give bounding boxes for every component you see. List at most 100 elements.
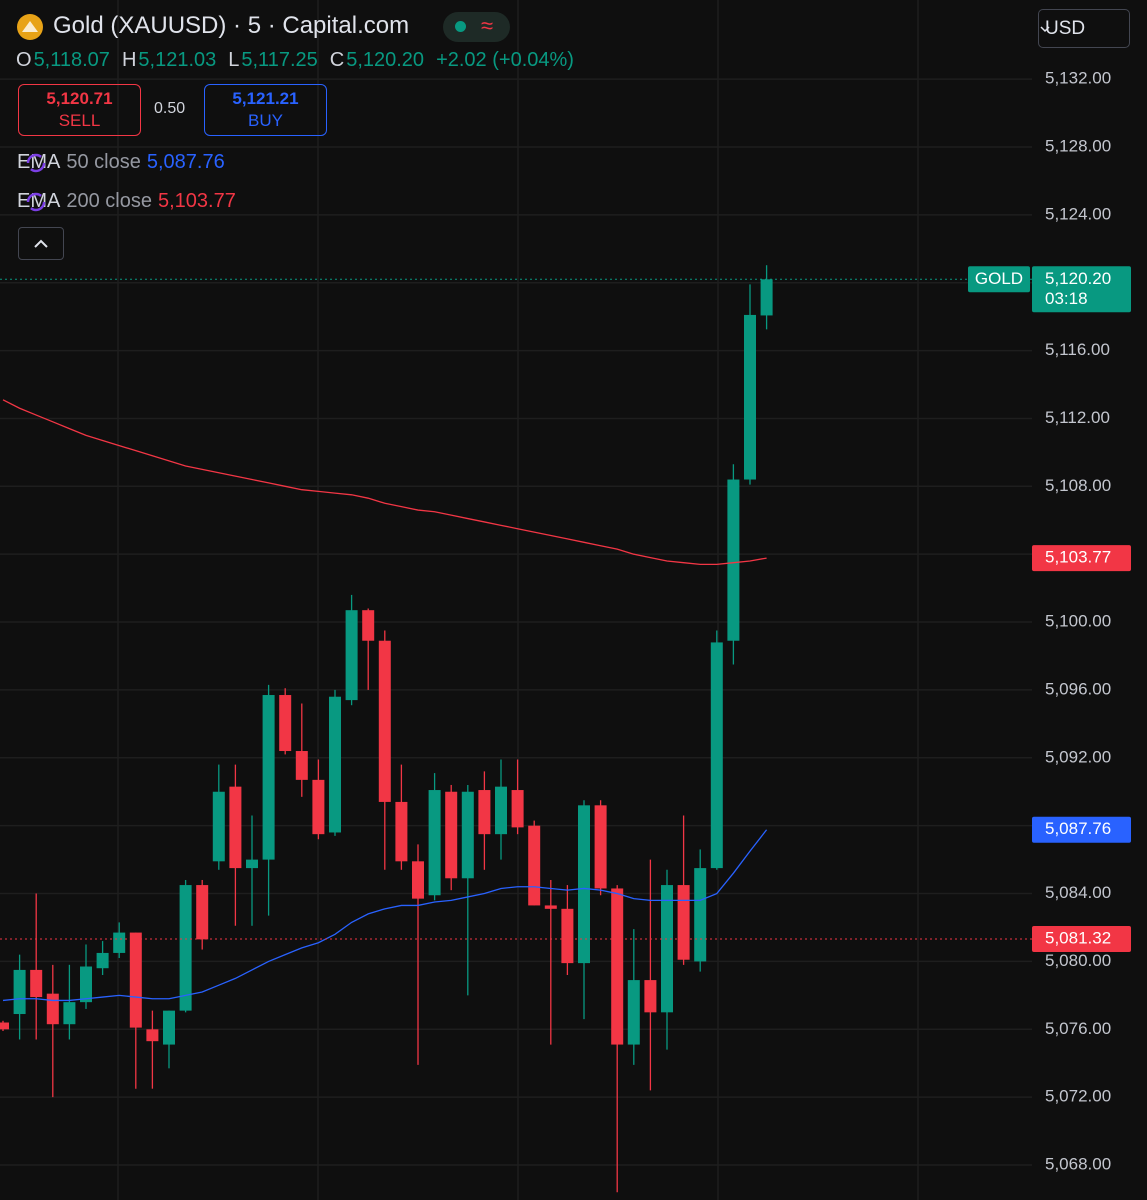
candle-body (46, 993, 59, 1025)
ohlc-key: H (121, 49, 137, 71)
candle-body (578, 805, 590, 964)
candle-body (146, 1029, 159, 1042)
indicator-row[interactable]: EMA 200 close 5,103.77 (17, 190, 236, 213)
ohlc-key: C (329, 49, 345, 71)
indicator-params: 50 close (66, 151, 141, 173)
candle-body (677, 885, 690, 960)
candle-body (495, 786, 507, 835)
dropdown-arrow (1040, 26, 1050, 33)
candle-body (80, 966, 92, 1003)
candle-body (30, 969, 43, 998)
candle-body (561, 908, 574, 964)
ohlc-key: L (228, 49, 240, 71)
ohlc-value: 5,120.20 (346, 49, 425, 71)
y-tick-label: 5,068.00 (1045, 1155, 1111, 1174)
y-tick-label: 5,072.00 (1045, 1087, 1111, 1106)
chevron-up (34, 239, 48, 248)
candle-body (744, 314, 756, 480)
candle-body (96, 952, 109, 969)
candle-body (378, 640, 391, 802)
y-tick-label: 5,080.00 (1045, 951, 1111, 970)
y-tick-label: 5,100.00 (1045, 612, 1111, 631)
price-label-box (1032, 266, 1131, 313)
spread: 0.50 (154, 100, 186, 117)
candle-body (362, 610, 375, 641)
candle-body (594, 805, 607, 889)
candle-body (528, 825, 541, 906)
indicator-value: 5,103.77 (157, 190, 236, 212)
candle-body (727, 479, 740, 641)
candle-body (129, 932, 142, 1028)
candle-body (196, 885, 209, 940)
candle-body (345, 610, 358, 701)
candle-body (13, 969, 26, 1015)
candle-body (229, 786, 242, 869)
change: +2.02 (+0.04%) (436, 49, 574, 71)
y-tick-label: 5,108.00 (1045, 476, 1111, 495)
refresh-icon[interactable] (23, 151, 49, 175)
ohlc-value: 5,121.03 (138, 49, 217, 71)
candle-body (445, 791, 458, 879)
ohlc-row: O 5,118.07 H 5,121.03 L 5,117.25 C 5,120.20 … (16, 49, 574, 72)
indicator-name: EMA (17, 151, 61, 173)
price-label: 5,103.77 (1045, 548, 1111, 567)
y-tick-label: 5,096.00 (1045, 679, 1111, 698)
candle-body (661, 885, 673, 1013)
candle-body (412, 861, 424, 899)
y-tick-label: 5,116.00 (1045, 340, 1110, 359)
countdown: 03:18 (1045, 289, 1088, 308)
price-label: 5,120.20 (1045, 269, 1111, 288)
sell-label: SELL (58, 111, 101, 130)
candle-body (395, 801, 408, 862)
y-tick-label: 5,084.00 (1045, 883, 1111, 902)
candle-body (179, 885, 192, 1011)
price-label-box (1032, 545, 1131, 572)
currency-select[interactable]: USD (1038, 9, 1130, 48)
candle-body (246, 859, 258, 869)
symbol-title[interactable]: Gold (XAUUSD) · 5 · Capital.com (53, 12, 410, 39)
candle-body (113, 932, 126, 953)
indicator-name: EMA (17, 190, 61, 212)
candle-body (329, 696, 341, 833)
candle-body (63, 1002, 76, 1025)
sell-price: 5,120.71 (46, 89, 113, 108)
y-tick-label: 5,132.00 (1045, 69, 1111, 88)
status-pill[interactable]: ≈ (443, 12, 510, 42)
candle-body (611, 888, 624, 1045)
candle-body (627, 980, 640, 1045)
candle-body (262, 695, 275, 860)
candle-body (644, 980, 657, 1013)
gold-icon (17, 14, 43, 40)
ohlc-value: 5,117.25 (241, 49, 318, 71)
candle-body (0, 1022, 9, 1030)
price-label-box (1032, 816, 1131, 843)
indicator-params: 200 close (66, 190, 152, 212)
candle-body (710, 642, 723, 869)
y-tick-label: 5,112.00 (1045, 408, 1110, 427)
buy-price: 5,121.21 (232, 89, 299, 108)
tag-box (968, 266, 1030, 293)
delay-icon: ≈ (481, 13, 494, 38)
y-tick-label: 5,076.00 (1045, 1019, 1111, 1038)
currency: USD (1045, 18, 1086, 39)
refresh-icon[interactable] (23, 190, 49, 214)
collapse-button[interactable] (18, 227, 64, 260)
price-label-box (1032, 926, 1131, 953)
ema-line (2, 399, 767, 566)
candle-body (428, 790, 441, 896)
indicator-row[interactable]: EMA 50 close 5,087.76 (17, 151, 225, 174)
sell-button[interactable]: 5,120.71 SELL (18, 84, 141, 136)
candle-body (461, 791, 474, 879)
indicator-value: 5,087.76 (146, 151, 225, 173)
candle-body (478, 790, 491, 835)
candle-body (163, 1010, 175, 1045)
candle-body (212, 791, 225, 862)
price-label: 5,087.76 (1045, 819, 1111, 838)
candle-body (279, 695, 292, 752)
price-label: 5,081.32 (1045, 929, 1111, 948)
candle-body (312, 779, 325, 835)
buy-button[interactable]: 5,121.21 BUY (204, 84, 327, 136)
candle-body (694, 868, 707, 962)
